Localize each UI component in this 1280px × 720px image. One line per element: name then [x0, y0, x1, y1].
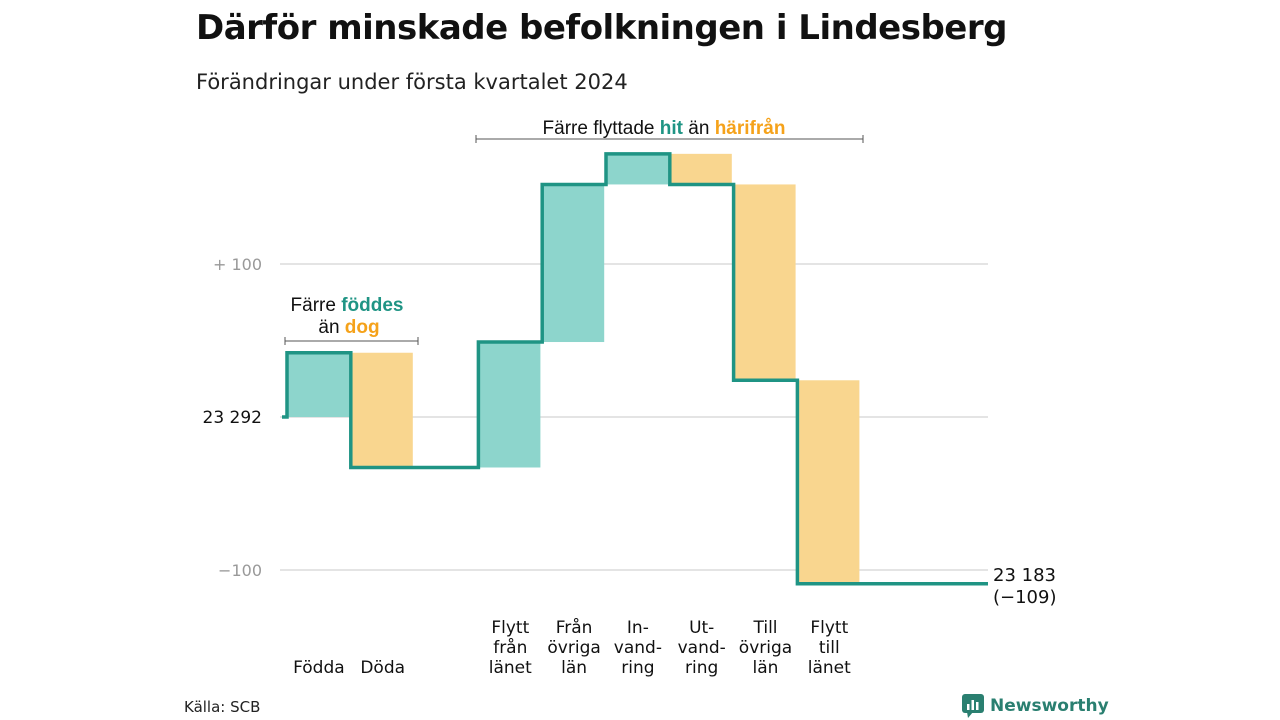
x-category-label: vand-	[678, 638, 726, 658]
baseline-label: 23 292	[203, 408, 262, 428]
end-change-label: (−109)	[993, 587, 1056, 608]
x-category-label: Flytt	[810, 618, 848, 638]
waterfall-bar	[287, 352, 349, 417]
chart-title: Därför minskade befolkningen i Lindesber…	[196, 8, 1007, 48]
x-category-label: In-	[627, 618, 649, 638]
x-category-label: länet	[489, 658, 532, 678]
waterfall-bar	[797, 380, 860, 584]
x-category-label: Ut-	[689, 618, 714, 638]
chart-subtitle: Förändringar under första kvartalet 2024	[196, 70, 628, 94]
running-total-line	[282, 152, 988, 586]
x-category-label: till	[819, 638, 840, 658]
x-category-label: Döda	[360, 658, 405, 678]
end-value-label: 23 183	[993, 565, 1056, 586]
source-note: Källa: SCB	[184, 698, 261, 716]
waterfall-bar	[542, 184, 605, 343]
annotation-births-line1: Färre föddes	[291, 295, 404, 316]
x-category-label: län	[561, 658, 587, 678]
x-category-label: vand-	[614, 638, 662, 658]
waterfall-bar	[350, 352, 413, 468]
x-category-label: ring	[685, 658, 718, 678]
x-category-label: Flytt	[491, 618, 529, 638]
x-category-label: ring	[621, 658, 654, 678]
x-category-label: från	[493, 637, 527, 658]
brand-name: Newsworthy	[990, 696, 1109, 716]
x-category-label: Födda	[293, 658, 345, 678]
x-category-label: län	[753, 658, 779, 678]
annotation-births-line2: än dog	[318, 317, 379, 338]
x-category-label: övriga	[739, 638, 792, 658]
x-category-label: länet	[808, 658, 851, 678]
brand-logo: Newsworthy	[962, 694, 1109, 718]
y-tick-label: −100	[218, 561, 262, 580]
waterfall-bar	[669, 153, 732, 185]
newsworthy-logo-icon	[962, 694, 984, 718]
x-category-label: Till	[752, 618, 777, 638]
waterfall-bar	[478, 342, 541, 468]
x-category-label: övriga	[547, 638, 600, 658]
waterfall-bar	[606, 153, 668, 185]
x-category-label: Från	[556, 617, 593, 638]
y-tick-label: + 100	[213, 255, 262, 274]
annotation-migration: Färre flyttade hit än härifrån	[543, 118, 786, 139]
waterfall-bar	[733, 184, 796, 381]
